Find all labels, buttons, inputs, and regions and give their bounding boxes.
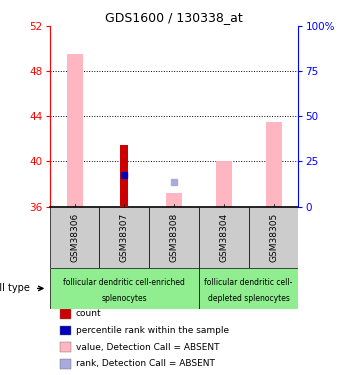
Bar (60, 359, 71, 369)
Bar (99, 207, 149, 268)
Text: follicular dendritic cell-enriched: follicular dendritic cell-enriched (63, 278, 185, 287)
Bar (50, 268, 199, 309)
Title: GDS1600 / 130338_at: GDS1600 / 130338_at (105, 11, 243, 24)
Text: follicular dendritic cell-: follicular dendritic cell- (204, 278, 293, 287)
Text: GSM38304: GSM38304 (219, 213, 228, 262)
Text: depleted splenocytes: depleted splenocytes (208, 294, 289, 303)
Bar (166, 193, 182, 207)
Bar (265, 122, 282, 207)
Bar (199, 207, 249, 268)
Bar (120, 145, 128, 207)
Bar (50, 207, 99, 268)
Bar (149, 207, 199, 268)
Text: rank, Detection Call = ABSENT: rank, Detection Call = ABSENT (76, 359, 215, 368)
Text: splenocytes: splenocytes (102, 294, 147, 303)
Text: GSM38305: GSM38305 (269, 213, 278, 262)
Text: count: count (76, 309, 102, 318)
Bar (60, 309, 71, 319)
Bar (216, 162, 232, 207)
Bar (199, 268, 298, 309)
Bar (249, 207, 298, 268)
Bar (60, 326, 71, 336)
Bar (60, 342, 71, 352)
Text: cell type: cell type (0, 284, 30, 293)
Text: value, Detection Call = ABSENT: value, Detection Call = ABSENT (76, 343, 219, 352)
Text: GSM38306: GSM38306 (70, 213, 79, 262)
Bar (67, 54, 83, 207)
Text: GSM38308: GSM38308 (169, 213, 179, 262)
Text: GSM38307: GSM38307 (120, 213, 129, 262)
Text: percentile rank within the sample: percentile rank within the sample (76, 326, 229, 335)
